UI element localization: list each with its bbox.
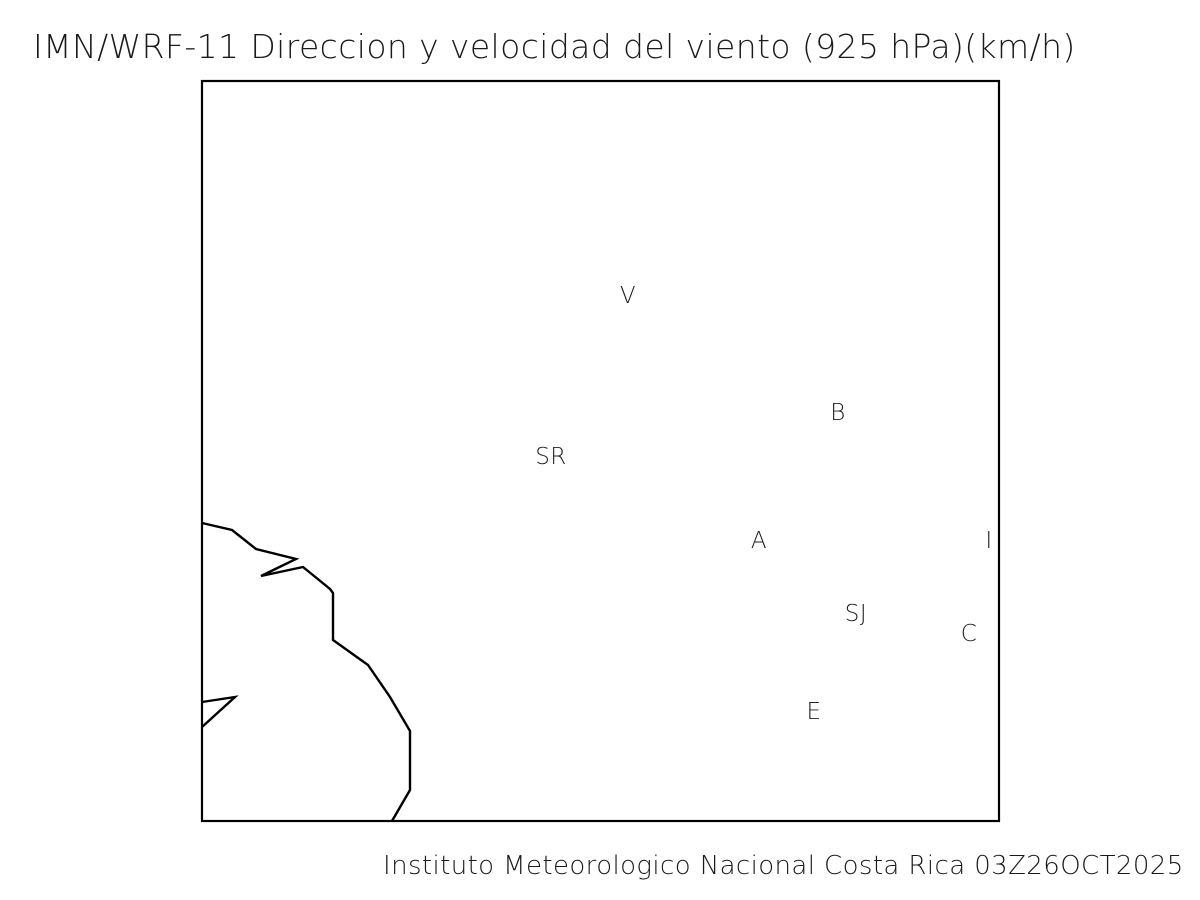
station-label-i[interactable]: I: [985, 528, 992, 554]
coastline-peninsula: [201, 695, 239, 728]
station-label-sr[interactable]: SR: [535, 444, 567, 470]
station-label-v[interactable]: V: [620, 283, 636, 309]
station-label-a[interactable]: A: [751, 528, 767, 554]
map-frame-border: [200, 79, 1001, 823]
station-label-e[interactable]: E: [806, 699, 821, 725]
station-label-c[interactable]: C: [961, 621, 978, 647]
coastline-main: [201, 521, 412, 822]
page-title: IMN/WRF-11 Direccion y velocidad del vie…: [33, 27, 1076, 66]
station-label-b[interactable]: B: [830, 400, 846, 426]
footer-attribution: Instituto Meteorologico Nacional Costa R…: [383, 851, 1184, 881]
station-label-sj[interactable]: SJ: [845, 601, 867, 627]
